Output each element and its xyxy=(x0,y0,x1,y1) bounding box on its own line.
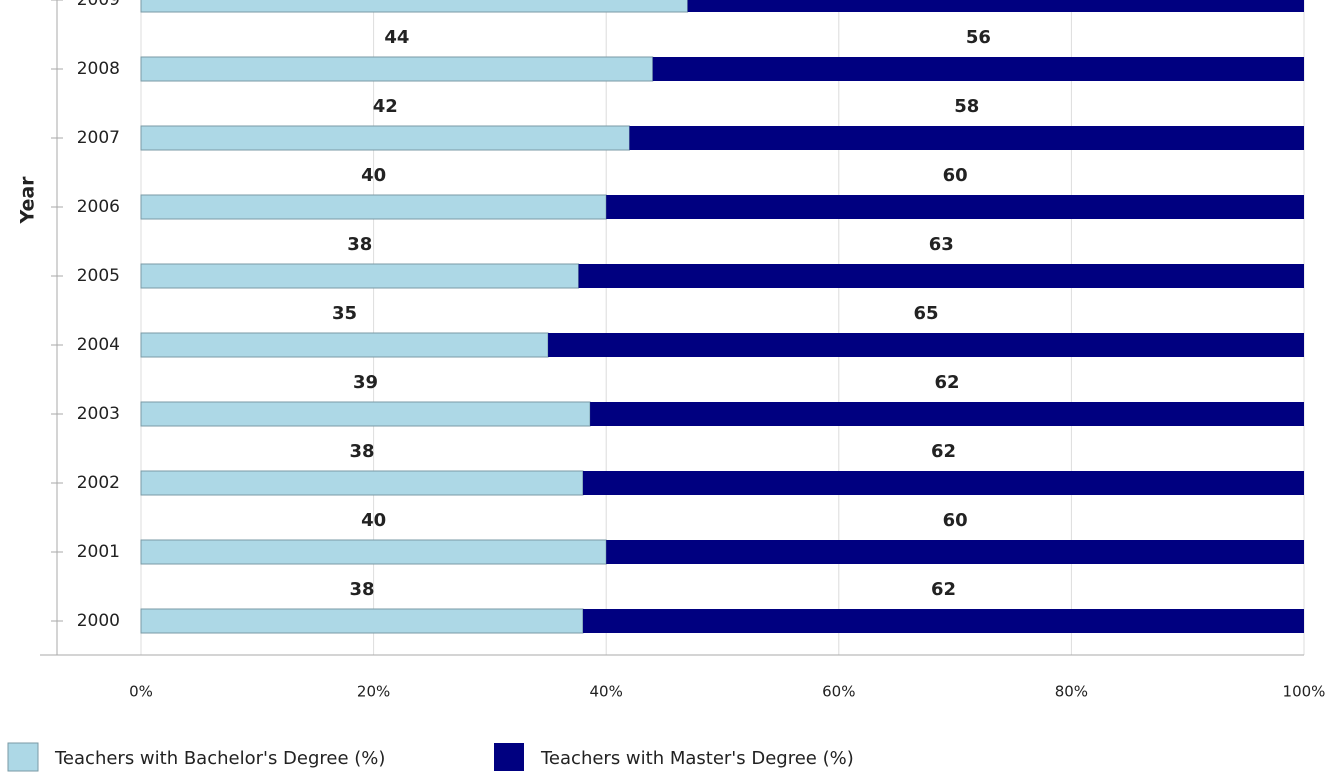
x-tick-label: 40% xyxy=(590,683,623,701)
data-label: 44 xyxy=(384,27,409,48)
bar xyxy=(548,333,1304,357)
data-label: 62 xyxy=(935,372,960,393)
data-label: 42 xyxy=(373,96,398,117)
data-label: 56 xyxy=(966,27,991,48)
bar xyxy=(582,609,1304,633)
x-tick-label: 60% xyxy=(822,683,855,701)
y-tick-label: 2006 xyxy=(77,197,120,217)
bar xyxy=(140,608,584,634)
x-tick-label: 100% xyxy=(1283,683,1326,701)
legend-swatch xyxy=(7,742,39,772)
data-label: 39 xyxy=(353,372,378,393)
y-tick-label: 2008 xyxy=(77,59,120,79)
bar xyxy=(140,470,584,496)
x-tick-label: 0% xyxy=(129,683,153,701)
y-axis-title: Year xyxy=(17,176,39,225)
data-label: 40 xyxy=(361,165,386,186)
y-tick-label: 2005 xyxy=(77,266,120,286)
data-label: 38 xyxy=(349,579,374,600)
data-label: 63 xyxy=(929,234,954,255)
y-tick-label: 2007 xyxy=(77,128,120,148)
bar xyxy=(140,56,654,82)
bar xyxy=(629,126,1304,150)
data-label: 38 xyxy=(347,234,372,255)
y-tick-label: 2004 xyxy=(77,335,120,355)
bar xyxy=(652,57,1304,81)
data-label: 60 xyxy=(943,165,968,186)
data-label: 35 xyxy=(332,303,357,324)
bar xyxy=(606,195,1304,219)
y-tick-label: 2009 xyxy=(77,0,120,10)
y-tick-label: 2000 xyxy=(77,611,120,631)
bar xyxy=(578,264,1304,288)
bar xyxy=(140,539,607,565)
data-label: 60 xyxy=(943,510,968,531)
bar xyxy=(140,401,591,427)
bar xyxy=(140,332,549,358)
y-tick-label: 2003 xyxy=(77,404,120,424)
data-label: 62 xyxy=(931,579,956,600)
data-label: 40 xyxy=(361,510,386,531)
bar xyxy=(582,471,1304,495)
bar xyxy=(140,194,607,220)
x-tick-label: 20% xyxy=(357,683,390,701)
data-label: 58 xyxy=(954,96,979,117)
bar xyxy=(140,263,580,289)
data-label: 62 xyxy=(931,441,956,462)
y-tick-label: 2001 xyxy=(77,542,120,562)
legend-swatch xyxy=(494,743,524,771)
bar xyxy=(687,0,1304,12)
y-tick-label: 2002 xyxy=(77,473,120,493)
data-label: 65 xyxy=(913,303,938,324)
x-tick-label: 80% xyxy=(1055,683,1088,701)
bar xyxy=(140,0,689,13)
bar xyxy=(140,125,630,151)
legend-label: Teachers with Bachelor's Degree (%) xyxy=(54,748,385,769)
bar xyxy=(590,402,1304,426)
legend-label: Teachers with Master's Degree (%) xyxy=(540,748,854,769)
data-label: 38 xyxy=(349,441,374,462)
bar xyxy=(606,540,1304,564)
